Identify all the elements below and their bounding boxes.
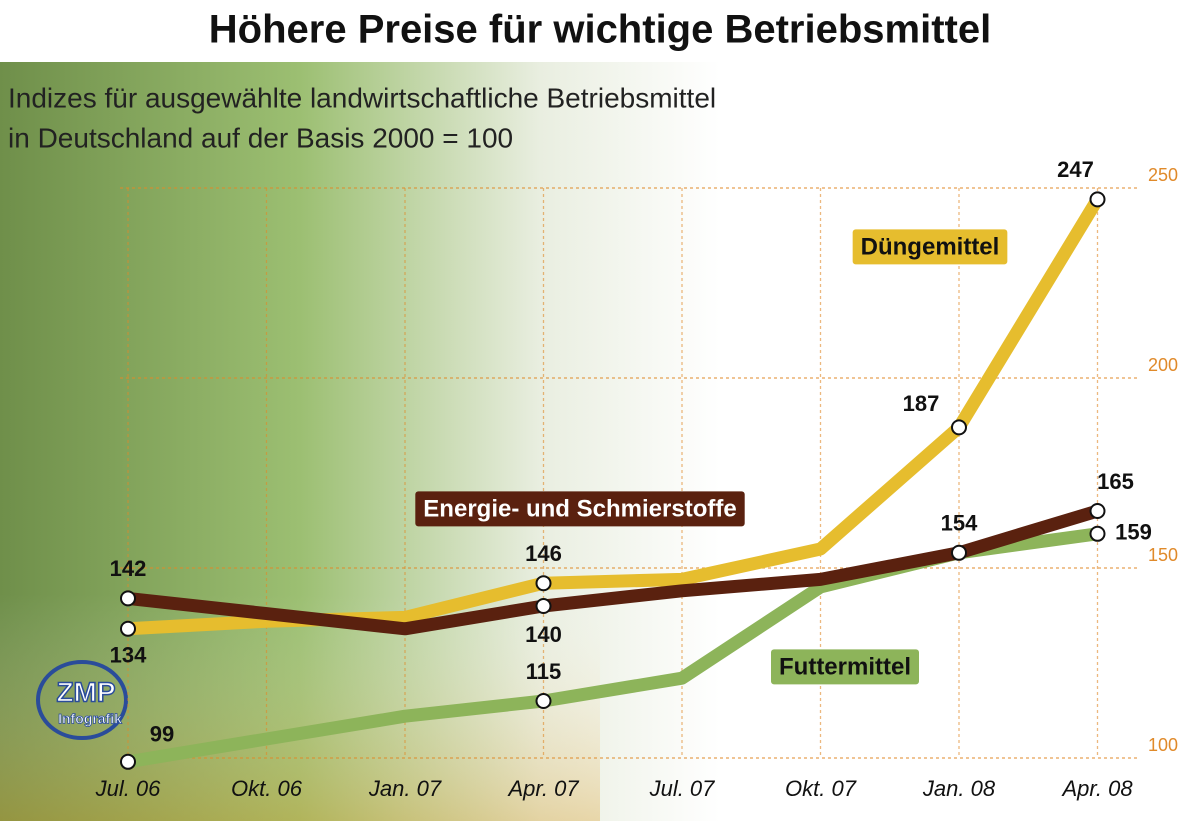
y-tick-label: 200 [1148,355,1178,375]
point-marker [120,753,136,770]
logo-text: ZMP [56,676,115,707]
series-name-box: Düngemittel [852,229,1008,265]
y-tick-label: 250 [1148,165,1178,185]
x-tick-label: Jul. 06 [95,776,162,801]
series-name-bg [415,491,745,527]
point-marker [1089,525,1106,542]
x-tick-label: Apr. 08 [1060,776,1133,801]
data-label: 134 [110,643,147,668]
x-tick-label: Apr. 07 [506,776,579,801]
point-marker [951,419,967,436]
series-name-box: Futtermittel [771,649,919,685]
series-name-box: Energie- und Schmierstoffe [415,491,745,527]
data-label: 140 [525,622,562,647]
y-tick-label: 100 [1148,735,1178,755]
data-label: 99 [150,722,174,747]
logo-subtext: Infografik [58,711,122,727]
subtitle: Indizes für ausgewählte landwirtschaftli… [8,82,716,113]
data-label: 115 [526,659,562,684]
logo: ZMP Infografik [36,660,128,740]
x-tick-label: Jan. 08 [922,776,996,801]
point-marker [535,693,552,709]
data-label: 247 [1057,157,1094,182]
data-label: 142 [110,556,147,581]
point-marker [1089,191,1106,208]
point-marker [120,620,136,637]
point-marker [535,575,552,592]
x-tick-label: Okt. 06 [231,776,303,801]
data-label: 154 [941,511,978,536]
point-marker [1089,503,1106,519]
x-tick-label: Jan. 07 [368,776,442,801]
series-name: Düngemittel [861,233,1000,260]
series-line [121,504,1104,636]
x-tick-label: Jul. 07 [649,776,716,801]
series-name: Futtermittel [779,653,911,680]
title-band [0,0,1200,62]
chart-title: Höhere Preise für wichtige Betriebsmitte… [209,8,991,52]
point-marker [535,598,552,614]
data-label: 159 [1115,520,1152,545]
point-marker [951,544,967,561]
subtitle: in Deutschland auf der Basis 2000 = 100 [8,122,513,153]
series-name: Energie- und Schmierstoffe [423,495,736,522]
data-label: 146 [525,541,562,566]
point-marker [120,590,136,607]
series-name-bg [852,229,1008,265]
data-label: 165 [1097,469,1134,494]
series-name-bg [771,649,919,685]
y-tick-label: 150 [1148,545,1178,565]
x-tick-label: Okt. 07 [785,776,857,801]
logo-ring [36,660,128,740]
data-label: 187 [903,391,940,416]
